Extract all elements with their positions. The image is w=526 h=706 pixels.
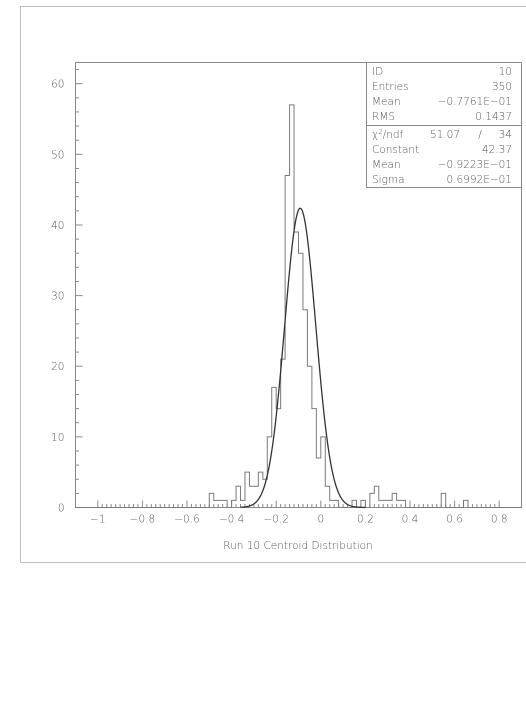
y-tick-label: 30 xyxy=(51,291,64,303)
stats-value-mean: −0.7761E−01 xyxy=(438,96,512,108)
y-tick-label: 50 xyxy=(51,149,64,161)
stats-label-chi2: χ2/ndf xyxy=(372,128,404,141)
x-tick-label: −0.8 xyxy=(130,514,156,526)
stats-value-entries: 350 xyxy=(492,81,512,93)
stats-box: ID 10 Entries 350 Mean −0.7761E−01 RMS 0… xyxy=(366,62,522,188)
stats-value-rms: 0.1437 xyxy=(475,111,512,123)
stats-label-entries: Entries xyxy=(372,81,409,93)
stats-value-fit-mean: −0.9223E−01 xyxy=(438,159,512,171)
stats-label-sigma: Sigma xyxy=(372,174,405,186)
stats-value-ndf: 34 xyxy=(499,129,512,141)
canvas-frame xyxy=(20,6,526,563)
x-tick-label: −0.2 xyxy=(263,514,289,526)
y-tick-label: 10 xyxy=(51,432,64,444)
x-tick-label: 0.2 xyxy=(357,514,374,526)
stats-value-id: 10 xyxy=(499,66,512,78)
x-tick-label: 0.4 xyxy=(402,514,419,526)
x-tick-label: 0.6 xyxy=(446,514,463,526)
x-tick-label: 0 xyxy=(317,514,324,526)
stats-value-constant: 42.37 xyxy=(482,144,512,156)
x-tick-label: −1 xyxy=(90,514,105,526)
stats-label-id: ID xyxy=(372,66,383,78)
stats-value-chi2: 51.07 xyxy=(430,129,460,141)
y-tick-label: 20 xyxy=(51,361,64,373)
x-axis-label: Run 10 Centroid Distribution xyxy=(223,540,372,552)
y-tick-label: 40 xyxy=(51,220,64,232)
x-tick-label: 0.8 xyxy=(491,514,508,526)
stats-value-sigma: 0.6992E−01 xyxy=(446,174,512,186)
histogram-steps xyxy=(75,104,522,508)
gaussian-fit-curve xyxy=(240,207,366,509)
x-tick-label: −0.6 xyxy=(174,514,200,526)
stats-label-constant: Constant xyxy=(372,144,419,156)
y-tick-label: 60 xyxy=(51,79,64,91)
stats-label-fit-mean: Mean xyxy=(372,159,401,171)
stats-label-mean: Mean xyxy=(372,96,401,108)
y-axis-ticks: 0 10 20 30 40 50 60 xyxy=(51,69,83,515)
x-axis-ticks: −1 −0.8 −0.6 −0.4 −0.2 0 0.2 0.4 0.6 0.8 xyxy=(90,500,508,526)
y-tick-label: 0 xyxy=(58,503,65,515)
stats-label-rms: RMS xyxy=(372,111,395,123)
x-tick-label: −0.4 xyxy=(219,514,245,526)
stats-chi2-slash: / xyxy=(478,129,482,141)
